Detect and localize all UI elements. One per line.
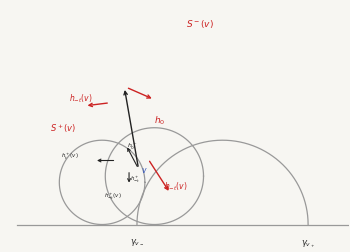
Text: $v$: $v$ <box>141 165 148 174</box>
Text: $h_t^+(v)$: $h_t^+(v)$ <box>61 151 78 161</box>
Text: $\gamma_{v_+}$: $\gamma_{v_+}$ <box>301 237 315 248</box>
Text: $h_{-t}^+(v)$: $h_{-t}^+(v)$ <box>104 191 122 202</box>
Text: $h_0^+$: $h_0^+$ <box>127 141 137 151</box>
Text: $\gamma_{v_-}$: $\gamma_{v_-}$ <box>130 237 144 247</box>
Text: $h_0$: $h_0$ <box>154 114 166 127</box>
Text: $S^+(v)$: $S^+(v)$ <box>50 122 76 135</box>
Text: $S^-(v)$: $S^-(v)$ <box>186 18 214 30</box>
Text: $h_{-t}^+$: $h_{-t}^+$ <box>130 174 140 184</box>
Text: $h_{-t}(v)$: $h_{-t}(v)$ <box>69 92 92 105</box>
Text: $h_{-t}(v)$: $h_{-t}(v)$ <box>164 179 187 192</box>
